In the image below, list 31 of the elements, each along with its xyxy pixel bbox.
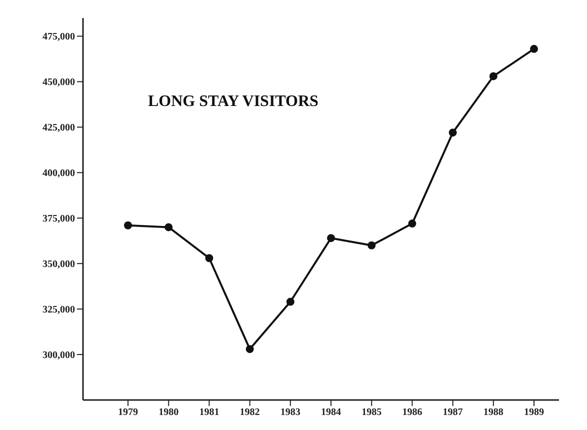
point: [286, 298, 294, 306]
point: [327, 234, 335, 242]
y-tick-label: 375,000: [42, 214, 75, 225]
x-tick-label: 1986: [402, 407, 422, 418]
x-tick-label: 1981: [199, 407, 220, 418]
y-tick-label: 325,000: [42, 304, 75, 316]
point: [448, 128, 457, 137]
x-tick-label: 1984: [321, 407, 341, 418]
y-tick-label: 450,000: [42, 77, 75, 88]
x-tick-label: 1979: [118, 407, 138, 418]
y-tick-label: 350,000: [42, 259, 75, 270]
point: [408, 220, 416, 228]
x-tick-label: 1985: [362, 407, 382, 418]
x-tick-label: 1983: [280, 407, 300, 418]
point: [246, 345, 254, 354]
point: [530, 44, 538, 53]
y-tick-label: 400,000: [42, 168, 75, 180]
y-tick-label: 425,000: [42, 122, 75, 134]
point: [124, 221, 132, 230]
point: [489, 72, 498, 80]
text: LONG STAY VISITORS: [148, 93, 318, 111]
y-tick-label: 300,000: [42, 350, 75, 362]
y-tick-label: 475,000: [42, 32, 75, 43]
point: [205, 254, 214, 262]
x-tick-label: 1987: [442, 407, 463, 418]
x-tick-label: 1988: [483, 407, 504, 418]
x-tick-label: 1989: [524, 407, 544, 418]
point: [164, 223, 173, 232]
x-tick-label: 1982: [240, 407, 260, 418]
point: [368, 241, 376, 250]
x-tick-label: 1980: [158, 407, 179, 418]
